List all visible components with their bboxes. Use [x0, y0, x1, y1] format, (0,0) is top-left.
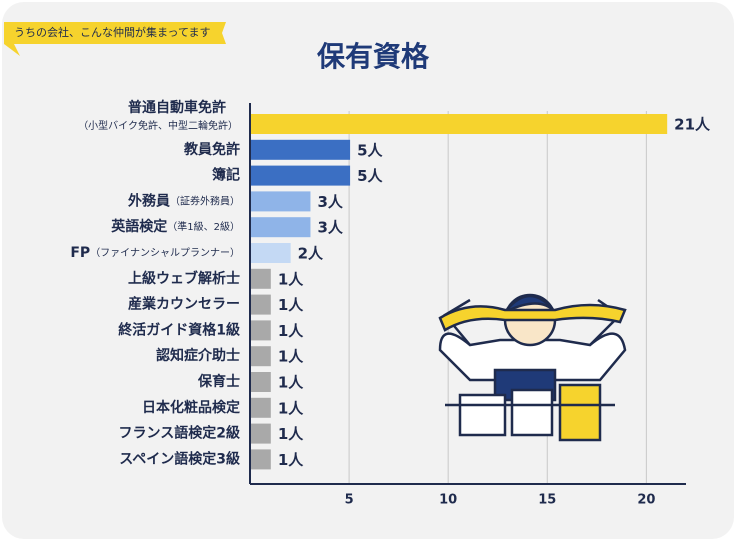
- bars: 21人普通自動車免許（小型バイク免許、中型二輪免許）5人教員免許5人簿記3人外務…: [70, 99, 711, 470]
- bar: [251, 449, 271, 470]
- books-left: [458, 393, 507, 437]
- bar: [251, 372, 271, 392]
- category-name: 教員免許: [184, 141, 240, 158]
- headband: [438, 303, 627, 332]
- value-label: 1人: [278, 348, 304, 366]
- category-name: 終活ガイド資格1級: [118, 321, 240, 338]
- value-label: 1人: [278, 270, 304, 288]
- category-note: （証券外務員）: [170, 194, 240, 207]
- x-tick-label: 10: [439, 493, 457, 508]
- value-label: 3人: [317, 219, 343, 237]
- illustration: [438, 293, 627, 442]
- tag: うちの会社、こんな仲間が集まってます: [14, 25, 210, 39]
- body: [438, 332, 627, 382]
- value-label: 5人: [357, 167, 383, 185]
- chart-title: 保有資格: [317, 40, 430, 73]
- x-tick-label: 15: [538, 493, 556, 508]
- tag-shape: [4, 22, 226, 56]
- bar: [251, 423, 271, 444]
- books-right: [558, 383, 602, 442]
- category-note: （ファイナンシャルプランナー）: [90, 247, 240, 259]
- category-label: 普通自動車免許: [128, 99, 226, 116]
- category-label: 産業カウンセラー: [128, 296, 240, 313]
- bar: [251, 191, 311, 212]
- bar: [251, 320, 271, 341]
- value-label: 1人: [278, 374, 304, 392]
- category-name: 上級ウェブ解析士: [128, 270, 240, 287]
- value-label: 2人: [298, 245, 324, 263]
- bar: [251, 139, 351, 160]
- category-note: （小型バイク免許、中型二輪免許）: [78, 119, 238, 132]
- value-label: 21人: [674, 116, 711, 134]
- x-tick-label: 20: [637, 493, 655, 508]
- category-label: 日本化粧品検定: [142, 399, 240, 416]
- category-label: スペイン語検定3級: [119, 450, 240, 467]
- category-label: 英語検定（準1級、2級）: [110, 218, 240, 235]
- category-label: 上級ウェブ解析士: [128, 270, 240, 287]
- category-label: FP（ファイナンシャルプランナー）: [70, 245, 240, 261]
- x-tick-label: 5: [345, 493, 354, 508]
- category-name: 簿記: [212, 167, 240, 184]
- category-name: 英語検定: [110, 218, 167, 235]
- category-name: 認知症介助士: [156, 347, 240, 364]
- bar: [251, 243, 291, 263]
- category-label: フランス語検定2級: [119, 425, 240, 442]
- category-name: フランス語検定2級: [119, 425, 240, 442]
- bar: [251, 217, 311, 238]
- bar: [251, 268, 271, 289]
- bar: [251, 114, 668, 134]
- value-label: 1人: [278, 296, 304, 314]
- category-label: 簿記: [212, 167, 240, 184]
- value-label: 1人: [278, 322, 304, 340]
- category-name: 保育士: [197, 373, 240, 390]
- bar: [251, 294, 271, 315]
- category-name: 外務員: [128, 192, 170, 209]
- category-name: 産業カウンセラー: [128, 296, 240, 313]
- value-label: 3人: [317, 193, 343, 211]
- category-label: 終活ガイド資格1級: [118, 321, 240, 338]
- value-label: 1人: [278, 425, 304, 443]
- bar: [251, 165, 351, 186]
- category-note: （準1級、2級）: [167, 220, 240, 233]
- category-name: 日本化粧品検定: [142, 399, 240, 416]
- category-name: FP: [70, 245, 90, 261]
- books-center: [510, 388, 554, 437]
- category-label: 認知症介助士: [156, 347, 240, 364]
- value-label: 1人: [278, 399, 304, 417]
- value-label: 1人: [278, 451, 304, 469]
- value-label: 5人: [357, 141, 383, 159]
- category-label: 教員免許: [184, 141, 240, 158]
- category-label: 外務員（証券外務員）: [128, 192, 240, 209]
- bar: [251, 346, 271, 367]
- category-name: スペイン語検定3級: [119, 450, 240, 467]
- bar: [251, 397, 271, 418]
- category-label: 保育士: [197, 373, 240, 390]
